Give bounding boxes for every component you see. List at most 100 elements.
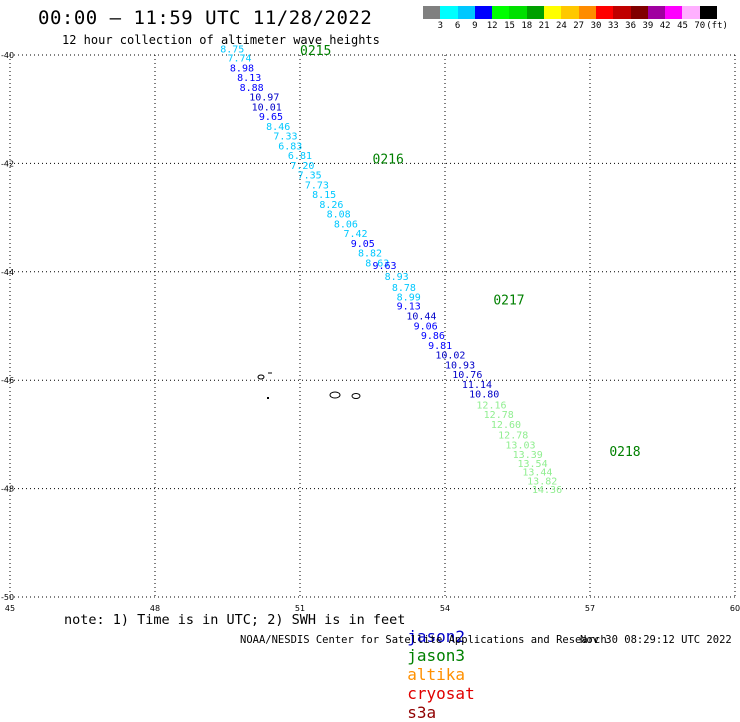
color-scale-tick: 9 xyxy=(472,21,478,31)
lon-tick-label: 54 xyxy=(440,604,450,613)
wave-height-label: 9.06 xyxy=(414,321,438,332)
color-scale-tick: 70 xyxy=(694,21,706,31)
legend-jason2: jason2 xyxy=(407,627,466,646)
lon-tick-label: 51 xyxy=(295,604,305,613)
footer-timestamp: Nov 30 08:29:12 UTC 2022 xyxy=(580,634,732,646)
color-scale-tick: (ft) xyxy=(706,21,728,31)
color-scale-tick: 39 xyxy=(642,21,654,31)
lat-tick-label: -50 xyxy=(1,593,14,602)
wave-height-label: 9.63 xyxy=(373,261,397,272)
satellite-legend: jason2 jason3 altika cryosat s3a xyxy=(388,608,483,722)
wave-height-label: 14.36 xyxy=(532,485,562,496)
wave-height-label: 8.26 xyxy=(319,200,343,211)
wave-height-label: 9.81 xyxy=(428,341,452,352)
color-scale-tick: 42 xyxy=(659,21,671,31)
wave-height-label: 7.74 xyxy=(228,54,252,65)
map-plot: 45 48 51 54 57 60-40-42-44-46-48-508.757.748.… xyxy=(1,44,740,613)
wave-height-label: 13.44 xyxy=(522,468,552,479)
color-scale-tick: 12 xyxy=(486,21,498,31)
island-outline xyxy=(329,391,341,399)
wave-height-label: 8.78 xyxy=(392,283,416,294)
wave-height-label: 8.82 xyxy=(358,249,382,260)
color-swatch xyxy=(474,6,493,19)
lat-tick-label: -44 xyxy=(1,268,14,277)
color-swatch xyxy=(526,6,545,19)
wave-height-label: 8.88 xyxy=(240,83,264,94)
wave-height-label: 12.60 xyxy=(491,420,521,431)
color-scale-tick: 3 xyxy=(437,21,444,31)
wave-height-label: 10.80 xyxy=(469,390,499,401)
wave-height-label: 7.73 xyxy=(305,180,329,191)
color-swatch xyxy=(561,6,579,19)
island-outline xyxy=(257,374,265,380)
wave-height-label: 10.44 xyxy=(406,311,436,322)
wave-height-label: 10.76 xyxy=(452,370,482,381)
wave-height-label: 8.99 xyxy=(397,293,421,304)
wave-height-label: 7.33 xyxy=(273,132,297,143)
wave-height-label: 8.13 xyxy=(237,73,261,84)
wave-height-label: 9.65 xyxy=(259,112,283,123)
legend-s3a: s3a xyxy=(407,703,437,722)
color-swatch xyxy=(682,6,700,19)
wave-height-label: 6.83 xyxy=(278,141,302,152)
island-outline xyxy=(267,397,269,399)
wave-height-label: 12.16 xyxy=(476,400,506,411)
legend-altika: altika xyxy=(407,665,466,684)
wave-height-label: 13.82 xyxy=(527,476,557,487)
lat-tick-label: -48 xyxy=(1,485,14,494)
lon-tick-label: 60 xyxy=(730,604,740,613)
color-scale-tick: 6 xyxy=(454,21,461,31)
color-swatch xyxy=(492,6,510,19)
time-label: 0217 xyxy=(493,293,524,308)
footer-credit: NOAA/NESDIS Center for Satellite Applica… xyxy=(240,634,607,646)
wave-height-label: 12.78 xyxy=(484,410,514,421)
island-outline xyxy=(351,393,361,399)
wave-height-label: 8.46 xyxy=(266,122,290,133)
color-swatch xyxy=(440,6,458,19)
wave-height-label: 11.14 xyxy=(462,380,492,391)
wave-height-label: 9.13 xyxy=(397,302,421,313)
wave-height-label: 8.15 xyxy=(312,190,336,201)
color-swatch xyxy=(630,6,648,19)
wave-height-label: 10.93 xyxy=(445,360,475,371)
wave-height-label: 10.97 xyxy=(249,93,279,104)
color-scale-tick: 45 xyxy=(677,21,688,31)
color-scale-tick: 15 xyxy=(504,21,515,31)
color-swatch xyxy=(509,6,527,19)
lat-tick-label: -46 xyxy=(1,376,14,385)
wave-height-label: 10.02 xyxy=(435,351,465,362)
color-scale-tick: 24 xyxy=(555,21,567,31)
legend-jason3: jason3 xyxy=(407,646,466,665)
color-scale-tick: 27 xyxy=(573,21,585,31)
map-title: 00:00 – 11:59 UTC 11/28/2022 xyxy=(38,7,373,29)
color-scale-tick: 30 xyxy=(590,21,602,31)
wave-height-label: 9.86 xyxy=(421,331,445,342)
color-scale-tick: 21 xyxy=(538,21,550,31)
wave-height-label: 13.03 xyxy=(505,440,535,451)
wave-height-label: 10.01 xyxy=(252,102,282,113)
lon-tick-label: 57 xyxy=(585,604,595,613)
color-scale-tick: 18 xyxy=(521,21,533,31)
wave-height-label: 8.06 xyxy=(334,219,358,230)
color-swatch xyxy=(647,6,666,19)
wave-height-label: 6.81 xyxy=(288,151,312,162)
color-swatch xyxy=(544,6,562,19)
wave-height-label: 12.78 xyxy=(498,431,528,442)
wave-height-label: 7.20 xyxy=(290,161,314,172)
color-swatch xyxy=(423,6,441,19)
wave-height-label: 8.98 xyxy=(230,63,254,74)
legend-cryosat: cryosat xyxy=(407,684,475,703)
lon-tick-label: 45 xyxy=(5,604,15,613)
lat-tick-label: -40 xyxy=(1,51,14,60)
color-scale-bar xyxy=(423,6,718,25)
time-label: 0218 xyxy=(609,445,640,460)
color-swatch xyxy=(457,6,475,19)
time-label: 0216 xyxy=(373,152,404,167)
time-label: 0215 xyxy=(300,44,331,59)
lon-tick-label: 48 xyxy=(150,604,160,613)
wave-height-label: 13.39 xyxy=(513,450,543,461)
wave-height-label: 9.05 xyxy=(351,239,375,250)
color-swatch xyxy=(578,6,596,19)
wave-height-label: 8.08 xyxy=(327,210,351,221)
color-swatch xyxy=(665,6,683,19)
